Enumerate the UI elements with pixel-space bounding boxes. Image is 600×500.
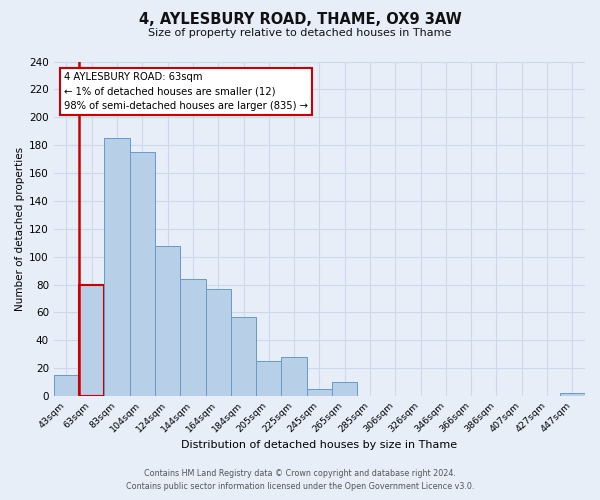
Bar	[155, 246, 180, 396]
Bar	[54, 375, 79, 396]
Bar	[180, 279, 206, 396]
Bar	[104, 138, 130, 396]
Bar	[281, 357, 307, 396]
Bar	[256, 361, 281, 396]
Y-axis label: Number of detached properties: Number of detached properties	[15, 146, 25, 311]
Bar	[130, 152, 155, 396]
Text: 4, AYLESBURY ROAD, THAME, OX9 3AW: 4, AYLESBURY ROAD, THAME, OX9 3AW	[139, 12, 461, 28]
Text: 4 AYLESBURY ROAD: 63sqm
← 1% of detached houses are smaller (12)
98% of semi-det: 4 AYLESBURY ROAD: 63sqm ← 1% of detached…	[64, 72, 308, 111]
Bar	[206, 288, 231, 396]
Text: Contains HM Land Registry data © Crown copyright and database right 2024.
Contai: Contains HM Land Registry data © Crown c…	[126, 469, 474, 491]
Bar	[307, 389, 332, 396]
X-axis label: Distribution of detached houses by size in Thame: Distribution of detached houses by size …	[181, 440, 457, 450]
Bar	[79, 284, 104, 396]
Bar	[231, 316, 256, 396]
Bar	[560, 394, 585, 396]
Bar	[332, 382, 358, 396]
Text: Size of property relative to detached houses in Thame: Size of property relative to detached ho…	[148, 28, 452, 38]
